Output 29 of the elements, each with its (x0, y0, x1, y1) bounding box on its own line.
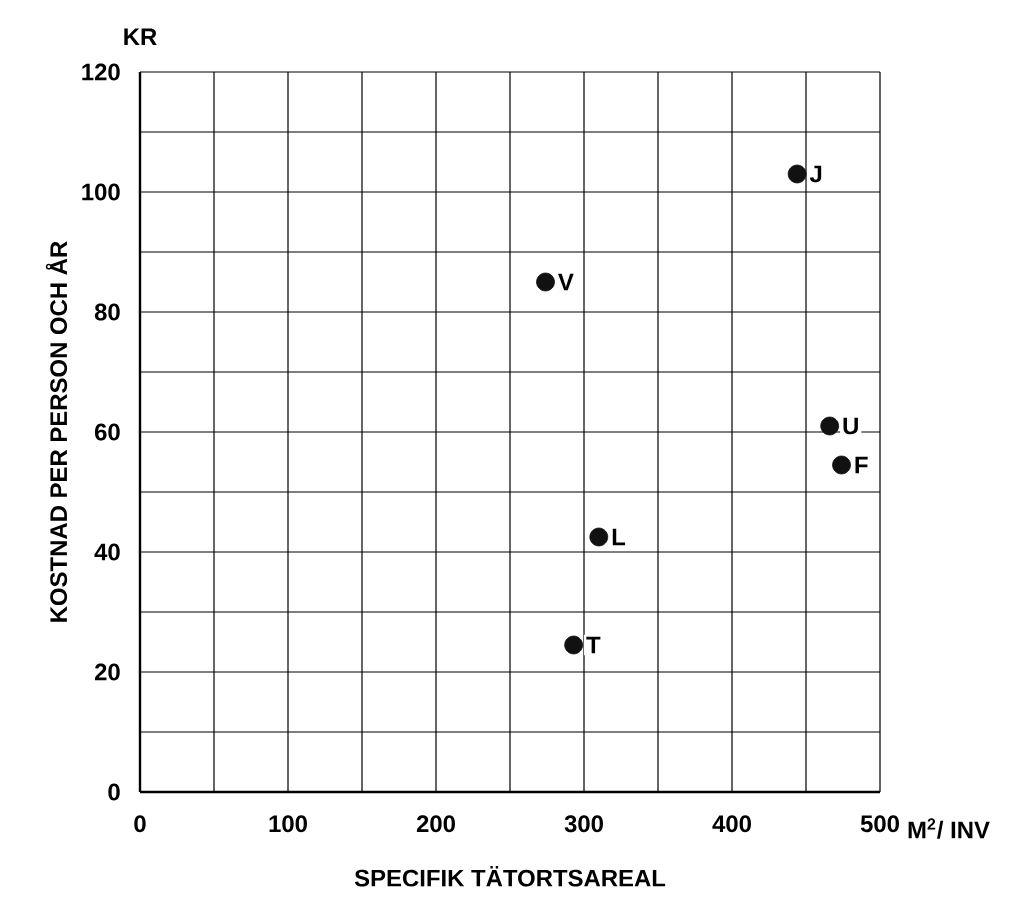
y-tick-label: 60 (94, 423, 120, 441)
point (589, 527, 609, 547)
annotation: J (809, 165, 822, 183)
annotation: F (855, 456, 868, 474)
y-tick-label: 80 (94, 303, 120, 321)
y-tick-label: 0 (108, 783, 120, 801)
point (787, 164, 807, 184)
x-tick-label: 100 (269, 815, 307, 833)
annotation: U (843, 417, 858, 435)
x-tick-label: 0 (134, 815, 146, 833)
point (820, 416, 840, 436)
x-tick-label: 200 (416, 815, 455, 833)
y-tick-label: 120 (82, 63, 120, 81)
y-tick-label: 20 (94, 663, 120, 681)
annotation: L (612, 528, 626, 546)
point (564, 635, 584, 655)
text: KR (124, 28, 157, 45)
y-tick-label: 40 (94, 543, 120, 561)
x-tick-label: 400 (712, 815, 751, 833)
x-axis-title: SPECIFIK TÄTORTSAREAL (354, 865, 666, 887)
point (536, 272, 555, 292)
y-axis-title: KOSTNAD PER PERSON OCH ÅR (45, 241, 68, 622)
x-tick-label: 500 (860, 815, 899, 833)
x-tick-label: 300 (564, 815, 603, 833)
y-tick-label: 100 (82, 183, 120, 201)
point (832, 455, 851, 475)
annotation: V (558, 273, 574, 291)
text: M$^{2}$/ INV (908, 818, 990, 839)
annotation: T (586, 636, 601, 654)
